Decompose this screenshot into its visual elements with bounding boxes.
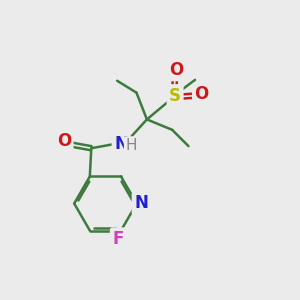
Text: S: S (169, 87, 181, 105)
Text: O: O (194, 85, 209, 103)
Text: N: N (114, 135, 128, 153)
Text: H: H (125, 138, 137, 153)
Text: O: O (169, 61, 184, 79)
Text: O: O (57, 132, 71, 150)
Text: F: F (112, 230, 124, 248)
Text: N: N (134, 194, 148, 212)
